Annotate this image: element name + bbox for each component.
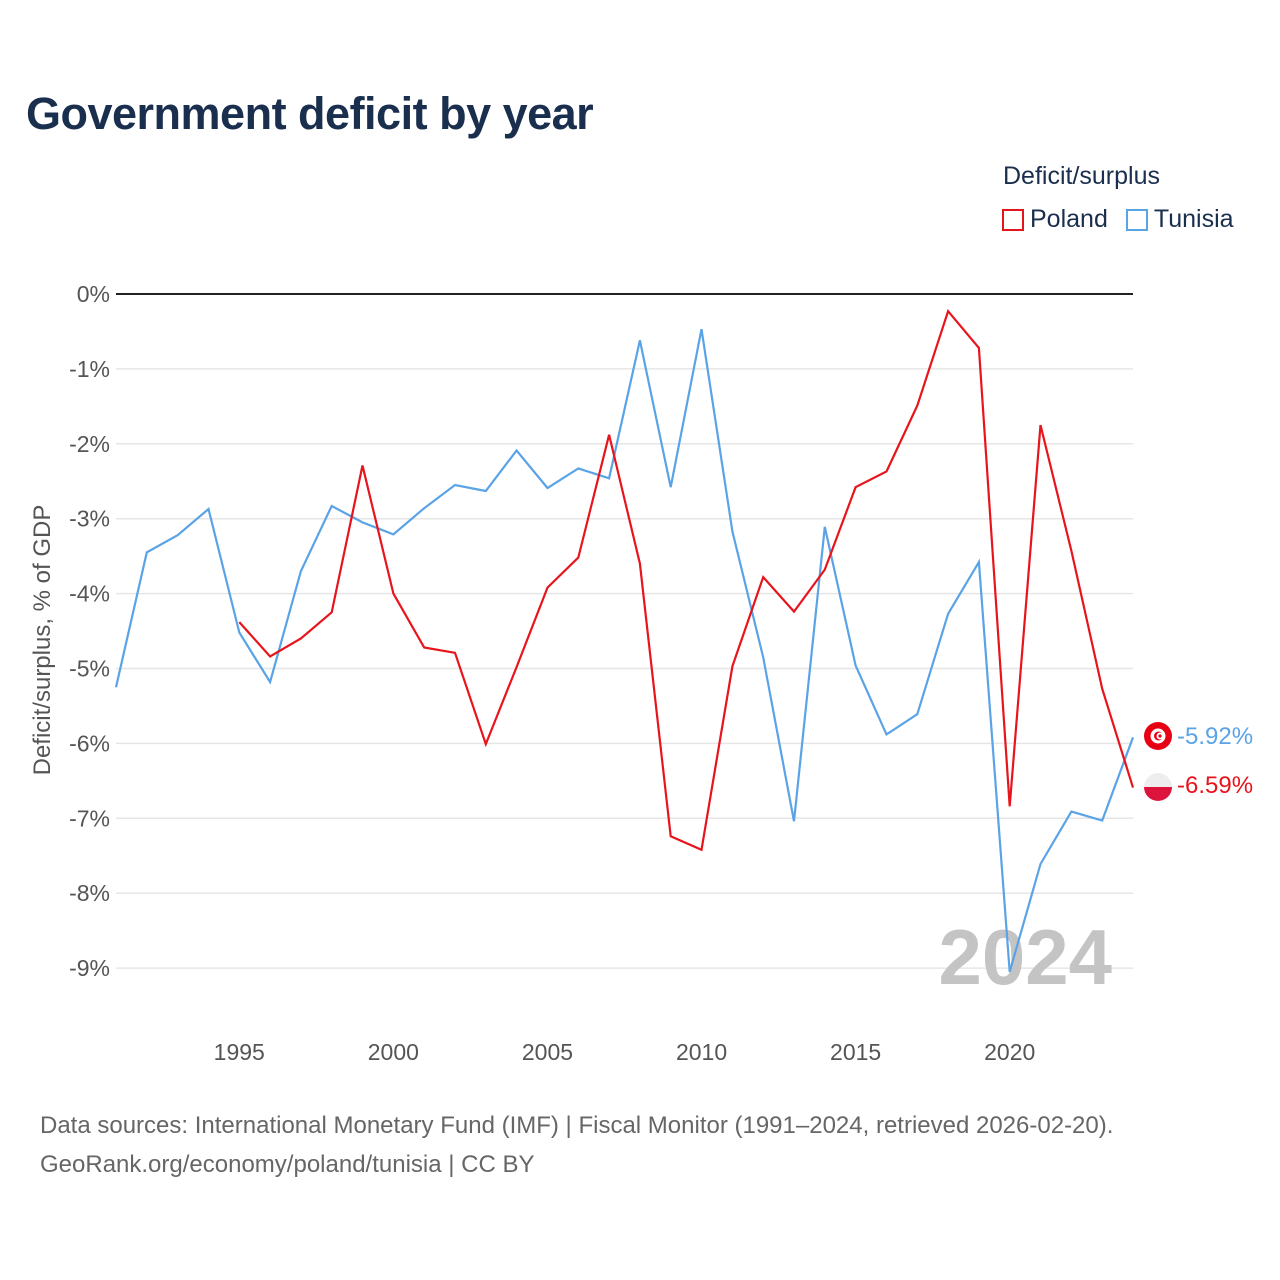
legend-swatch-tunisia bbox=[1125, 208, 1148, 231]
series-line-tunisia bbox=[114, 328, 1135, 973]
x-tick-label: 2015 bbox=[830, 1039, 881, 1065]
legend-item-poland[interactable]: Poland bbox=[1002, 205, 1108, 234]
y-tick-label: -3% bbox=[69, 506, 110, 532]
end-marker-poland: -6.59% bbox=[1144, 772, 1253, 801]
x-tick-label: 1995 bbox=[214, 1039, 265, 1065]
legend-swatch-poland bbox=[1002, 208, 1024, 231]
y-tick-label: -5% bbox=[69, 656, 110, 682]
year-watermark: 2024 bbox=[938, 913, 1112, 1001]
y-axis-ticks: 0% -1% -2% -3% -4% -5% -6% -7% -8% -9% bbox=[69, 281, 110, 981]
legend: Poland Tunisia bbox=[1002, 205, 1252, 234]
y-tick-label: -9% bbox=[69, 955, 110, 981]
source-line-1: Data sources: International Monetary Fun… bbox=[40, 1112, 1114, 1139]
y-axis-title: Deficit/surplus, % of GDP bbox=[29, 505, 56, 776]
y-tick-label: -8% bbox=[69, 880, 110, 906]
source-note: Data sources: International Monetary Fun… bbox=[40, 1106, 1113, 1184]
x-axis-ticks: 1995 2000 2005 2010 2015 2020 bbox=[214, 1039, 1036, 1065]
y-tick-label: -1% bbox=[69, 356, 110, 382]
tunisia-flag-star bbox=[1158, 734, 1162, 738]
end-label-poland: -6.59% bbox=[1177, 772, 1253, 799]
y-tick-label: -4% bbox=[69, 581, 110, 607]
poland-flag-icon bbox=[1144, 773, 1172, 801]
x-tick-label: 2000 bbox=[368, 1039, 419, 1065]
legend-label-tunisia: Tunisia bbox=[1153, 205, 1234, 233]
legend-label-poland: Poland bbox=[1030, 205, 1108, 233]
y-tick-label: -6% bbox=[69, 730, 110, 756]
series-lines bbox=[114, 308, 1135, 973]
source-line-2: GeoRank.org/economy/poland/tunisia | CC … bbox=[40, 1151, 535, 1178]
series-line-poland bbox=[238, 308, 1135, 852]
y-tick-label: -2% bbox=[69, 431, 110, 457]
chart-title: Government deficit by year bbox=[26, 88, 594, 139]
end-marker-tunisia: -5.92% bbox=[1144, 722, 1253, 750]
x-tick-label: 2005 bbox=[522, 1039, 573, 1065]
end-label-tunisia: -5.92% bbox=[1177, 723, 1253, 750]
y-tick-label: -7% bbox=[69, 805, 110, 831]
gridlines bbox=[116, 293, 1133, 969]
legend-item-tunisia[interactable]: Tunisia bbox=[1125, 205, 1234, 234]
legend-title: Deficit/surplus bbox=[1003, 162, 1160, 190]
y-tick-label: 0% bbox=[77, 281, 110, 307]
x-tick-label: 2020 bbox=[984, 1039, 1035, 1065]
x-tick-label: 2010 bbox=[676, 1039, 727, 1065]
